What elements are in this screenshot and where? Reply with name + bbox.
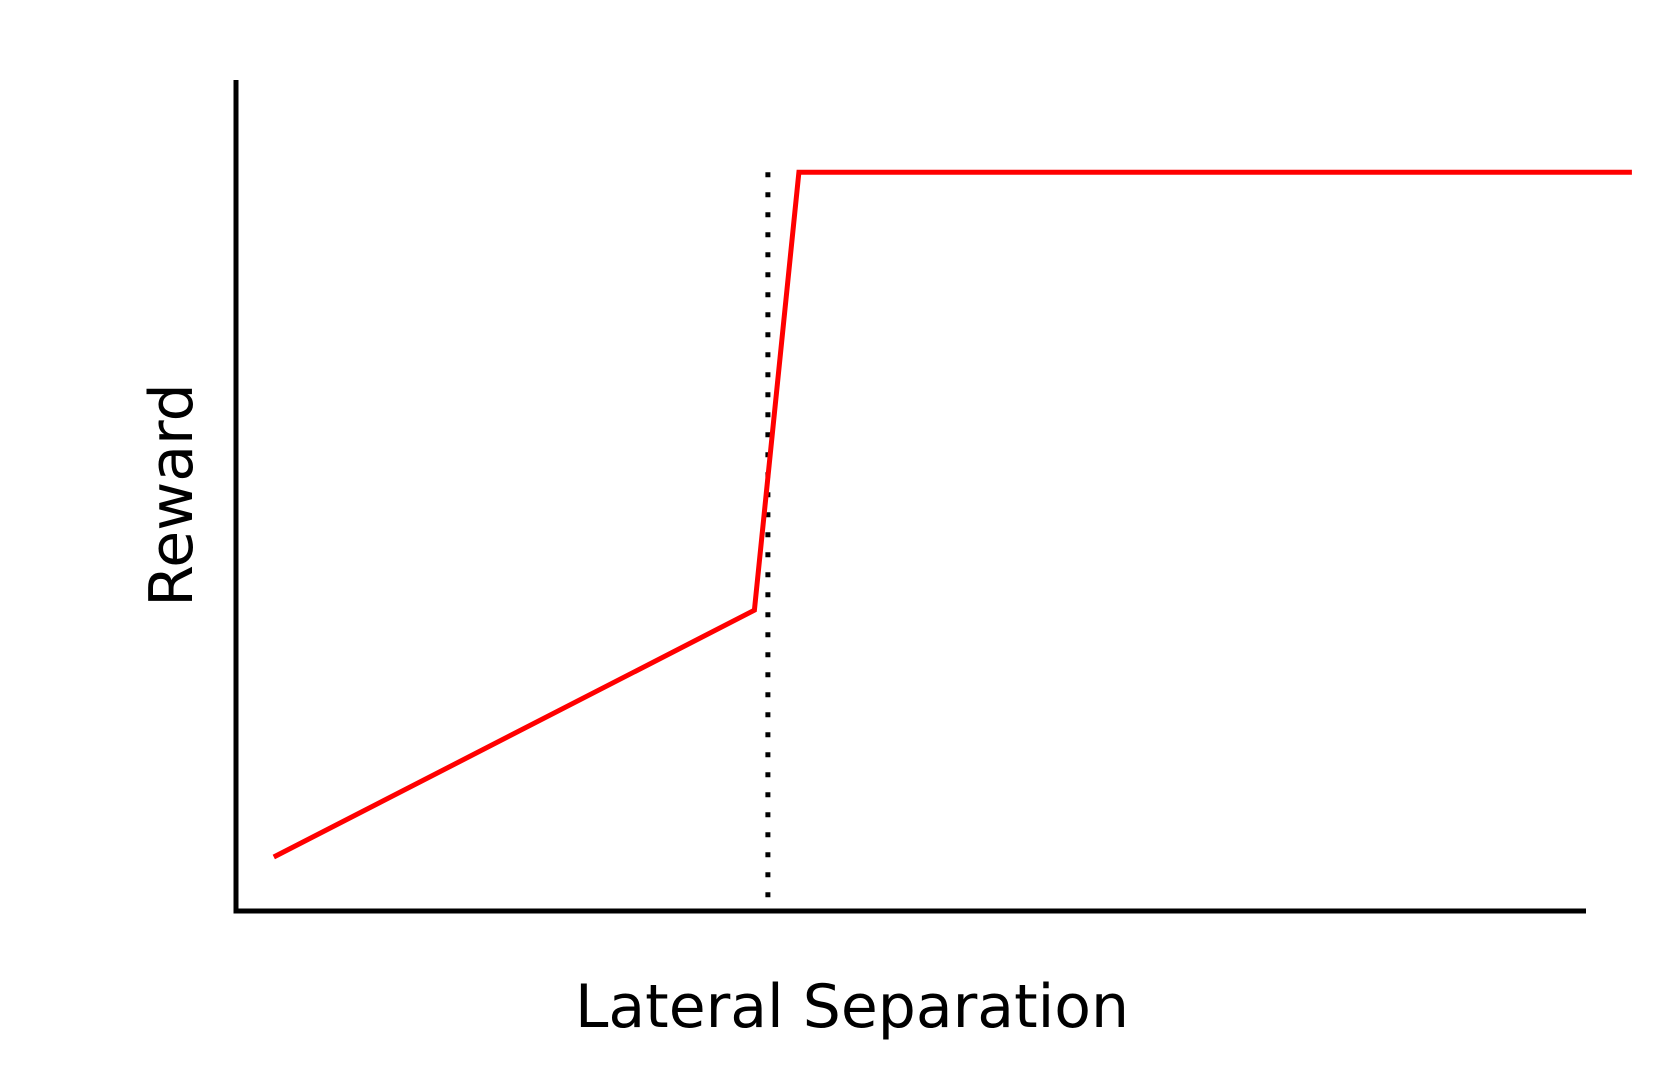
y-axis-title: Reward	[137, 383, 207, 606]
series-line-1	[272, 169, 1632, 860]
x-axis-title: Lateral Separation	[575, 972, 1129, 1042]
axes	[233, 80, 1586, 914]
series-group	[272, 169, 1632, 860]
